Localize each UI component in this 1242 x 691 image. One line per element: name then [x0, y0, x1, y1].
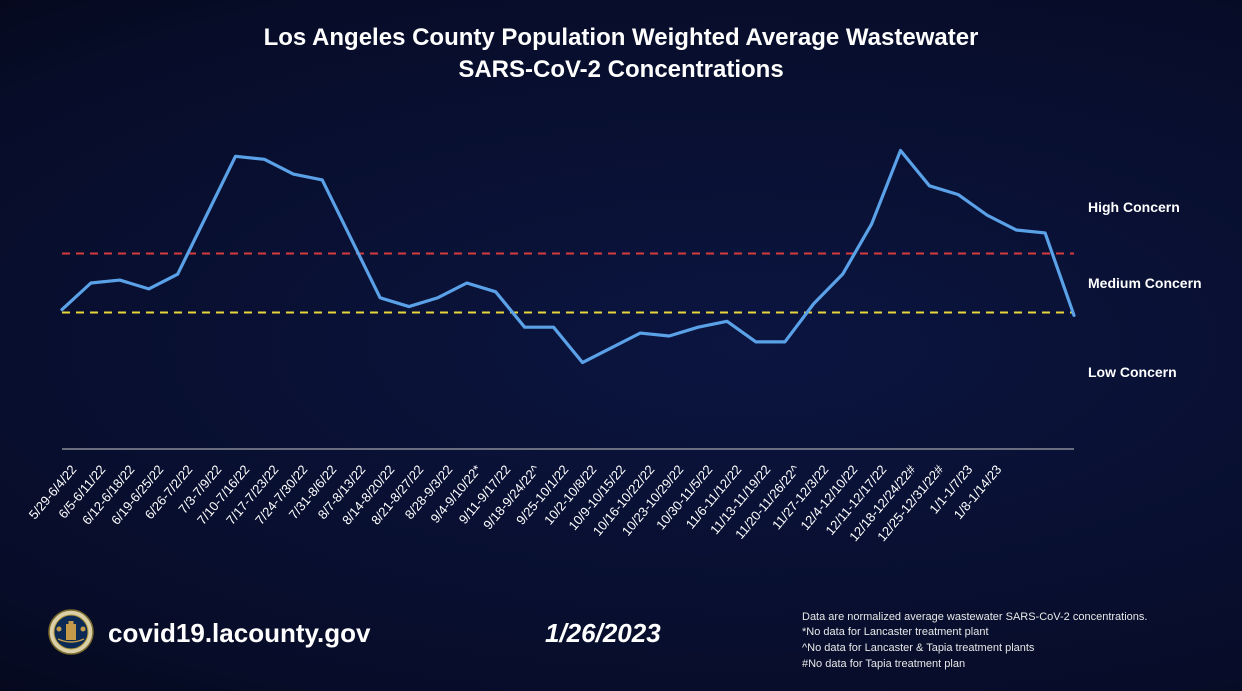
- chart-title: Los Angeles County Population Weighted A…: [0, 0, 1242, 87]
- footnotes: Data are normalized average wastewater S…: [802, 610, 1222, 673]
- source-url: covid19.lacounty.gov: [108, 618, 370, 649]
- medium-concern-label: Medium Concern: [1088, 275, 1202, 291]
- line-chart-svg: [58, 115, 1078, 455]
- chart-container: Los Angeles County Population Weighted A…: [0, 0, 1242, 691]
- x-axis-labels: 5/29-6/4/226/5-6/11/226/12-6/18/226/19-6…: [58, 458, 1078, 568]
- chart-area: [58, 115, 1078, 455]
- title-line-2: SARS-CoV-2 Concentrations: [458, 56, 783, 83]
- report-date: 1/26/2023: [545, 618, 661, 649]
- concern-labels: High Concern Medium Concern Low Concern: [1088, 115, 1238, 455]
- county-seal-icon: [48, 609, 94, 655]
- footnote-line: *No data for Lancaster treatment plant: [802, 625, 1222, 640]
- high-concern-label: High Concern: [1088, 199, 1180, 215]
- footnote-line: Data are normalized average wastewater S…: [802, 610, 1222, 625]
- footnote-line: #No data for Tapia treatment plan: [802, 657, 1222, 672]
- footer: covid19.lacounty.gov 1/26/2023 Data are …: [0, 596, 1242, 691]
- data-line: [62, 150, 1074, 362]
- low-concern-label: Low Concern: [1088, 364, 1177, 380]
- footnote-line: ^No data for Lancaster & Tapia treatment…: [802, 641, 1222, 656]
- title-line-1: Los Angeles County Population Weighted A…: [264, 24, 979, 51]
